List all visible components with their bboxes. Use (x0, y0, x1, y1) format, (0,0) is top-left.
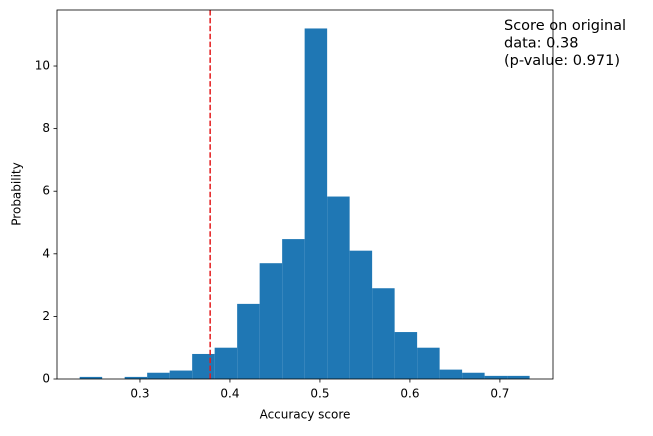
bar (124, 376, 148, 379)
bar (237, 303, 260, 379)
x-tick-label: 0.3 (130, 387, 149, 401)
bar (304, 28, 328, 380)
y-tick-label: 2 (42, 309, 50, 323)
bar (484, 375, 508, 379)
bar (439, 369, 463, 379)
bar (462, 372, 485, 379)
y-tick-label: 4 (42, 246, 50, 260)
plot-frame (56, 9, 554, 380)
bar (327, 196, 350, 379)
bar (507, 375, 530, 379)
bar (282, 239, 305, 379)
y-tick-label: 0 (42, 372, 50, 386)
bar (147, 372, 170, 379)
x-tick-label: 0.4 (220, 387, 239, 401)
bar (79, 376, 103, 379)
y-tick-label: 8 (42, 121, 50, 135)
x-tick-label: 0.5 (310, 387, 329, 401)
bar (214, 347, 238, 379)
x-tick-label: 0.7 (490, 387, 509, 401)
bar (394, 332, 418, 379)
bar (349, 250, 373, 379)
y-axis-label: Probability (10, 162, 24, 225)
y-tick-label: 10 (35, 59, 50, 73)
bar (259, 263, 283, 379)
x-tick-label: 0.6 (400, 387, 419, 401)
annotation: Score on original (504, 18, 626, 34)
bar (372, 288, 395, 379)
bar (192, 353, 215, 379)
annotation: (p-value: 0.971) (504, 53, 620, 69)
annotation: data: 0.38 (504, 36, 578, 52)
bar (417, 347, 440, 379)
y-tick-label: 6 (42, 184, 50, 198)
bar (169, 370, 193, 379)
x-axis-label: Accuracy score (260, 408, 351, 422)
